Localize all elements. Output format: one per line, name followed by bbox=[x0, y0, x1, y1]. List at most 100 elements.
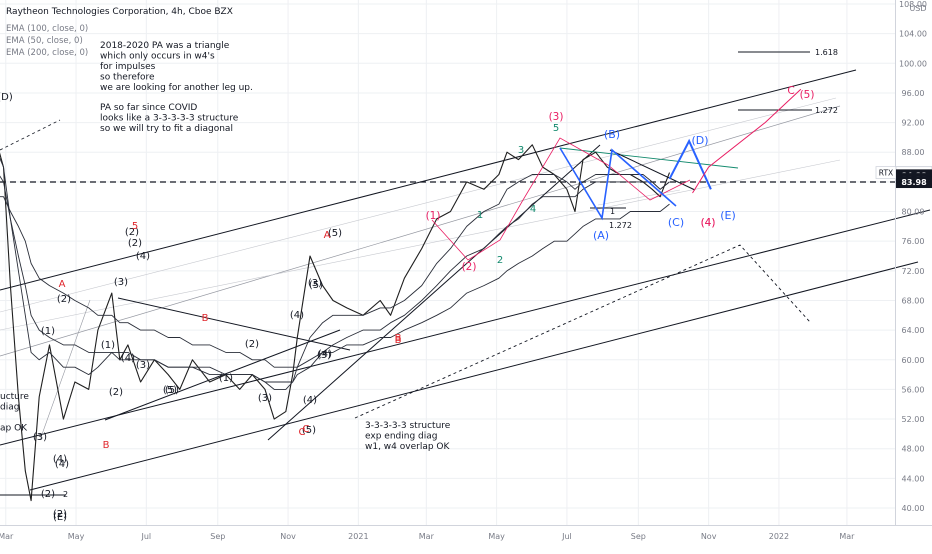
wave-label-black: (D) bbox=[0, 92, 13, 103]
wave-label-black: (3) bbox=[33, 432, 47, 443]
wave-label-red: 5 bbox=[132, 221, 138, 232]
wave-label-black: (3) bbox=[308, 278, 322, 289]
wave-label-magenta: (3) bbox=[549, 111, 564, 123]
trendline bbox=[0, 105, 841, 357]
trendline bbox=[0, 69, 857, 291]
ema-line bbox=[0, 157, 670, 390]
wave-label-black: (2) bbox=[41, 489, 55, 500]
wave-label-black: (5) bbox=[163, 385, 177, 396]
time-tick-label: Nov bbox=[280, 532, 296, 541]
wave-label-black: (2) bbox=[57, 294, 71, 305]
time-axis[interactable]: Mar May Jul Sep Nov 2021 Mar May Jul Sep Nov 2022 Ma… bbox=[0, 532, 855, 541]
trendline bbox=[559, 147, 739, 169]
time-tick-label: Mar bbox=[0, 532, 14, 541]
annotation-text: ucture bbox=[0, 392, 29, 402]
time-tick-label: May bbox=[488, 532, 505, 541]
trendline bbox=[0, 159, 841, 331]
wave-label-blue: (C) bbox=[668, 216, 684, 229]
wave-label-black: (2) bbox=[53, 509, 67, 520]
wave-label-blue: (A) bbox=[593, 229, 609, 242]
wave-projections bbox=[431, 88, 802, 261]
currency-label: USD bbox=[909, 4, 926, 13]
trendline bbox=[597, 189, 681, 206]
time-tick-label: Jul bbox=[141, 532, 152, 541]
annotation-text: looks like a 3-3-3-3-3 structure bbox=[100, 114, 239, 124]
wave-label-black: (3) bbox=[114, 277, 128, 288]
indicator-ema-50[interactable]: EMA (50, close, 0) bbox=[6, 36, 83, 46]
wave-label-teal: 4 bbox=[530, 204, 536, 215]
price-tick-label: 100.00 bbox=[899, 59, 927, 68]
wave-label-red: B bbox=[395, 333, 402, 344]
wave-label-black: (3) bbox=[136, 360, 150, 371]
price-badge-value: 83.98 bbox=[901, 178, 927, 187]
price-tick-label: 88.00 bbox=[902, 148, 925, 157]
annotation-text: exp ending diag bbox=[365, 432, 437, 442]
wave-label-teal: 3 bbox=[518, 145, 524, 156]
fib-label: 1.272 bbox=[609, 221, 632, 230]
price-tick-label: 64.00 bbox=[902, 326, 925, 335]
annotation-text: PA so far since COVID bbox=[100, 103, 197, 113]
wave-label-magenta: (4) bbox=[701, 217, 716, 229]
trendline bbox=[0, 209, 931, 446]
trendline bbox=[39, 299, 91, 441]
annotation-text: ap OK bbox=[0, 424, 28, 434]
time-tick-label: 2021 bbox=[348, 532, 368, 541]
indicator-ema-200[interactable]: EMA (200, close, 0) bbox=[6, 48, 88, 58]
trendline bbox=[29, 261, 919, 491]
annotation-text: 3-3-3-3-3 structure bbox=[365, 421, 451, 431]
wave-label-blue: (B) bbox=[604, 128, 620, 141]
wave-label-black: (5) bbox=[165, 385, 179, 396]
price-tick-label: 72.00 bbox=[902, 267, 925, 276]
time-tick-label: 2022 bbox=[769, 532, 789, 541]
time-tick-label: Jul bbox=[561, 532, 572, 541]
price-tick-label: 104.00 bbox=[899, 30, 927, 39]
wave-label-teal: 5 bbox=[553, 123, 559, 134]
legend: Raytheon Technologies Corporation, 4h, C… bbox=[6, 7, 233, 58]
annotation-text: so we will try to fit a diagonal bbox=[100, 124, 233, 134]
wave-label-black: (2) bbox=[109, 387, 123, 398]
price-tick-label: 92.00 bbox=[902, 119, 925, 128]
price-tick-label: 52.00 bbox=[902, 415, 925, 424]
trend-channels bbox=[0, 51, 931, 496]
wave-labels: (D)(5)(2)(4)(3)(1)(2)(3)(4)(5)(1)(2)(3)(… bbox=[0, 48, 838, 523]
ticker-label: RTX bbox=[879, 169, 893, 178]
wave-label-teal: 1 bbox=[477, 210, 483, 221]
annotation-text: which only occurs in w4's bbox=[100, 52, 215, 62]
wave-label-magenta: (1) bbox=[426, 210, 441, 222]
wave-label-black: (4) bbox=[318, 349, 332, 360]
price-tick-label: 40.00 bbox=[902, 504, 925, 513]
time-tick-label: Sep bbox=[210, 532, 225, 541]
wave-label-black: (1) bbox=[41, 326, 55, 337]
wave-label-black: (1) bbox=[219, 373, 233, 384]
fib-label: 1.272 bbox=[815, 106, 838, 115]
annotation-text: we are looking for another leg up. bbox=[100, 83, 253, 93]
price-tick-label: 108.00 bbox=[899, 0, 927, 9]
wave-label-teal: 2 bbox=[497, 255, 503, 266]
wave-label-blue: (E) bbox=[720, 209, 736, 222]
wave-label-magenta: C bbox=[787, 85, 794, 97]
ema-line bbox=[0, 196, 670, 368]
fib-label: 1.618 bbox=[815, 48, 838, 57]
price-tick-label: 60.00 bbox=[902, 356, 925, 365]
fib-label: 1 bbox=[610, 207, 615, 216]
wave-label-red: C bbox=[299, 427, 306, 438]
wave-label-black: (2) bbox=[245, 339, 259, 350]
time-tick-label: Nov bbox=[701, 532, 717, 541]
time-tick-label: Mar bbox=[839, 532, 855, 541]
wave-label-black: (E) bbox=[53, 512, 67, 523]
wave-label-red: B bbox=[395, 335, 402, 346]
symbol-title[interactable]: Raytheon Technologies Corporation, 4h, C… bbox=[6, 7, 233, 17]
trendline bbox=[609, 149, 696, 191]
wave-label-black: (1) bbox=[101, 340, 115, 351]
price-badge bbox=[896, 176, 932, 189]
wave-label-black: (4) bbox=[121, 353, 135, 364]
wave-label-blue: (D) bbox=[691, 134, 708, 147]
price-tick-label: 80.00 bbox=[902, 208, 925, 217]
time-tick-label: May bbox=[68, 532, 85, 541]
annotation-text: diag bbox=[0, 403, 19, 413]
wave-label-black: (3) bbox=[258, 393, 272, 404]
indicator-ema-100[interactable]: EMA (100, close, 0) bbox=[6, 24, 88, 34]
